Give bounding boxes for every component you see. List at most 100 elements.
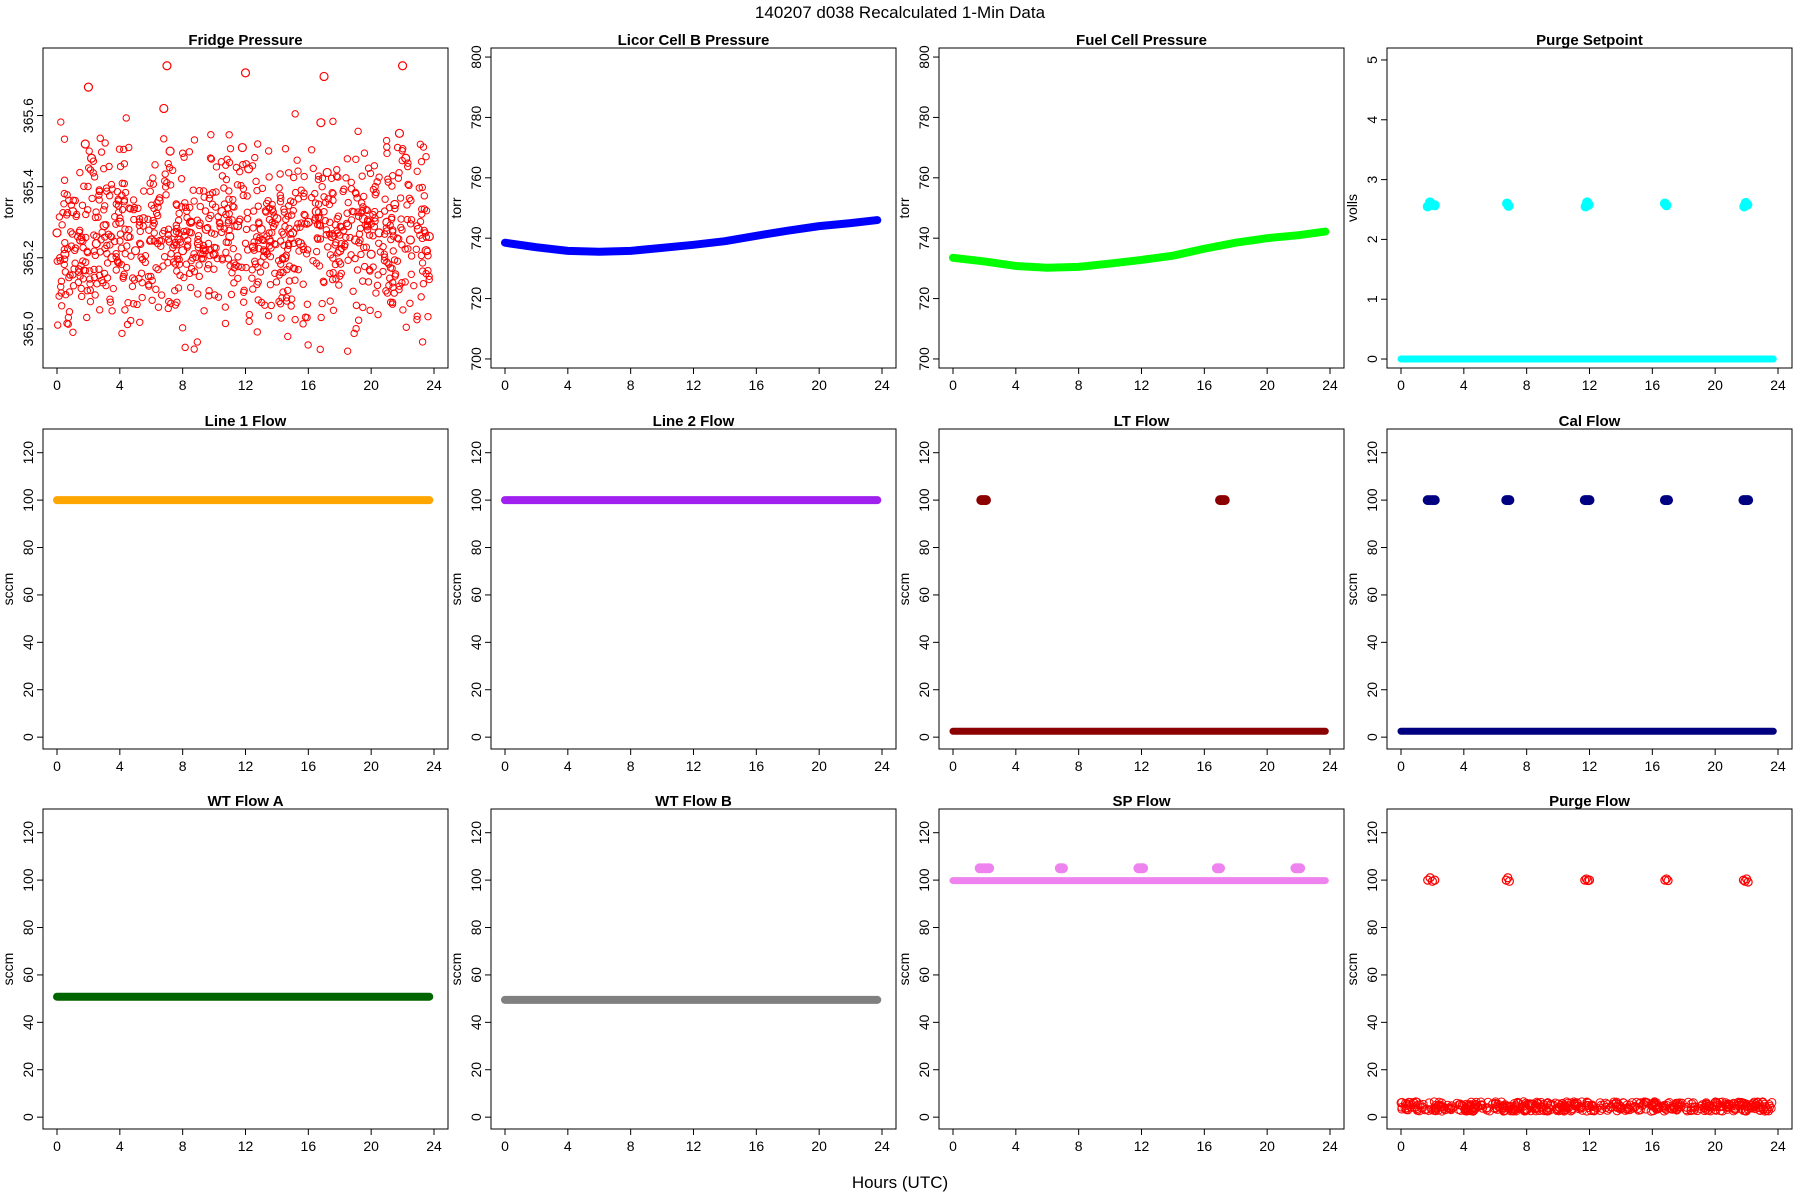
data-point — [1219, 495, 1230, 506]
data-point — [205, 194, 214, 203]
data-point — [115, 259, 123, 267]
data-point — [270, 212, 278, 220]
x-tick-label: 16 — [1645, 377, 1661, 393]
data-point — [329, 306, 338, 314]
data-point — [89, 157, 98, 165]
y-axis-label: torr — [896, 197, 912, 218]
data-point — [1428, 1105, 1438, 1115]
data-point — [229, 195, 237, 204]
data-point — [299, 242, 307, 251]
data-point — [418, 259, 427, 267]
plot-frame — [490, 808, 897, 1130]
data-point — [253, 140, 262, 148]
data-point — [96, 134, 104, 142]
x-tick-label: 8 — [1075, 1138, 1083, 1154]
data-point — [122, 263, 131, 272]
data-point — [59, 208, 67, 217]
y-tick-label: 20 — [20, 1062, 36, 1078]
plot-frame — [490, 47, 897, 369]
x-tick-label: 24 — [1770, 1138, 1786, 1154]
data-point — [105, 162, 113, 171]
panel-title: WT Flow B — [655, 793, 732, 810]
data-point — [1584, 495, 1595, 506]
data-point — [352, 324, 360, 333]
y-axis-label: volls — [1344, 194, 1360, 222]
data-point — [1751, 1099, 1761, 1109]
data-point — [1504, 495, 1515, 506]
data-point — [227, 290, 236, 299]
data-point — [350, 329, 358, 338]
data-point — [252, 177, 260, 186]
panel-title: Line 2 Flow — [653, 413, 735, 430]
data-point — [314, 175, 323, 184]
data-point — [237, 142, 247, 153]
data-point — [393, 143, 402, 152]
data-point — [120, 145, 128, 154]
data-point — [80, 139, 90, 149]
data-point — [335, 281, 343, 289]
y-tick-label: 700 — [468, 347, 484, 371]
chart-panel: Purge Flow sccm 0 4 8 12 16 20 24 0 20 40 60 80 100 120 — [1344, 793, 1793, 1154]
data-point — [343, 221, 353, 231]
data-point — [115, 217, 125, 227]
x-tick-label: 24 — [426, 377, 442, 393]
data-point — [91, 291, 99, 299]
x-tick-label: 0 — [949, 758, 957, 774]
data-point — [206, 154, 215, 162]
data-point — [68, 206, 78, 217]
data-point — [241, 239, 250, 247]
x-tick-label: 12 — [1582, 758, 1598, 774]
x-tick-label: 16 — [749, 1138, 765, 1154]
y-tick-label: 80 — [916, 540, 932, 556]
data-point — [417, 157, 426, 166]
data-point — [152, 264, 160, 272]
data-point — [99, 279, 107, 287]
y-tick-label: 0 — [468, 1113, 484, 1121]
data-point — [95, 187, 104, 196]
data-point — [187, 257, 195, 265]
x-tick-label: 4 — [1012, 758, 1020, 774]
y-tick-label: 120 — [1364, 821, 1380, 845]
data-point — [243, 208, 252, 217]
data-point — [124, 299, 132, 307]
data-point — [288, 228, 298, 238]
data-point — [234, 262, 242, 271]
data-point — [77, 292, 86, 301]
data-point — [286, 230, 295, 238]
data-point — [360, 243, 368, 252]
data-point — [358, 172, 366, 180]
data-point — [318, 299, 326, 308]
data-point — [82, 210, 90, 219]
data-point — [64, 320, 72, 328]
y-tick-label: 0 — [1364, 355, 1380, 363]
data-point — [230, 203, 238, 211]
x-tick-label: 12 — [1134, 1138, 1150, 1154]
data-point — [193, 338, 202, 346]
data-point — [403, 162, 412, 171]
data-point — [194, 235, 202, 244]
data-point — [228, 202, 237, 211]
data-point — [303, 246, 312, 254]
data-point — [404, 159, 412, 167]
x-tick-label: 20 — [363, 377, 379, 393]
data-point — [280, 208, 289, 216]
data-point — [217, 228, 226, 237]
data-point — [312, 247, 321, 256]
data-point — [410, 281, 418, 290]
data-point — [365, 231, 374, 239]
data-point — [322, 226, 331, 234]
data-point — [121, 225, 129, 233]
data-point — [311, 206, 321, 217]
data-point — [165, 297, 173, 306]
data-point — [331, 260, 340, 269]
y-tick-label: 0 — [468, 733, 484, 741]
chart-panel: Line 2 Flow sccm 0 4 8 12 16 20 24 0 20 40 60 80 100 12… — [448, 413, 897, 774]
data-point — [285, 202, 293, 210]
data-point — [343, 219, 351, 228]
data-point — [67, 228, 75, 236]
panel-title: LT Flow — [1114, 413, 1170, 430]
data-point — [52, 228, 62, 238]
data-point — [413, 312, 421, 320]
x-tick-label: 16 — [749, 758, 765, 774]
x-tick-label: 0 — [1397, 1138, 1405, 1154]
